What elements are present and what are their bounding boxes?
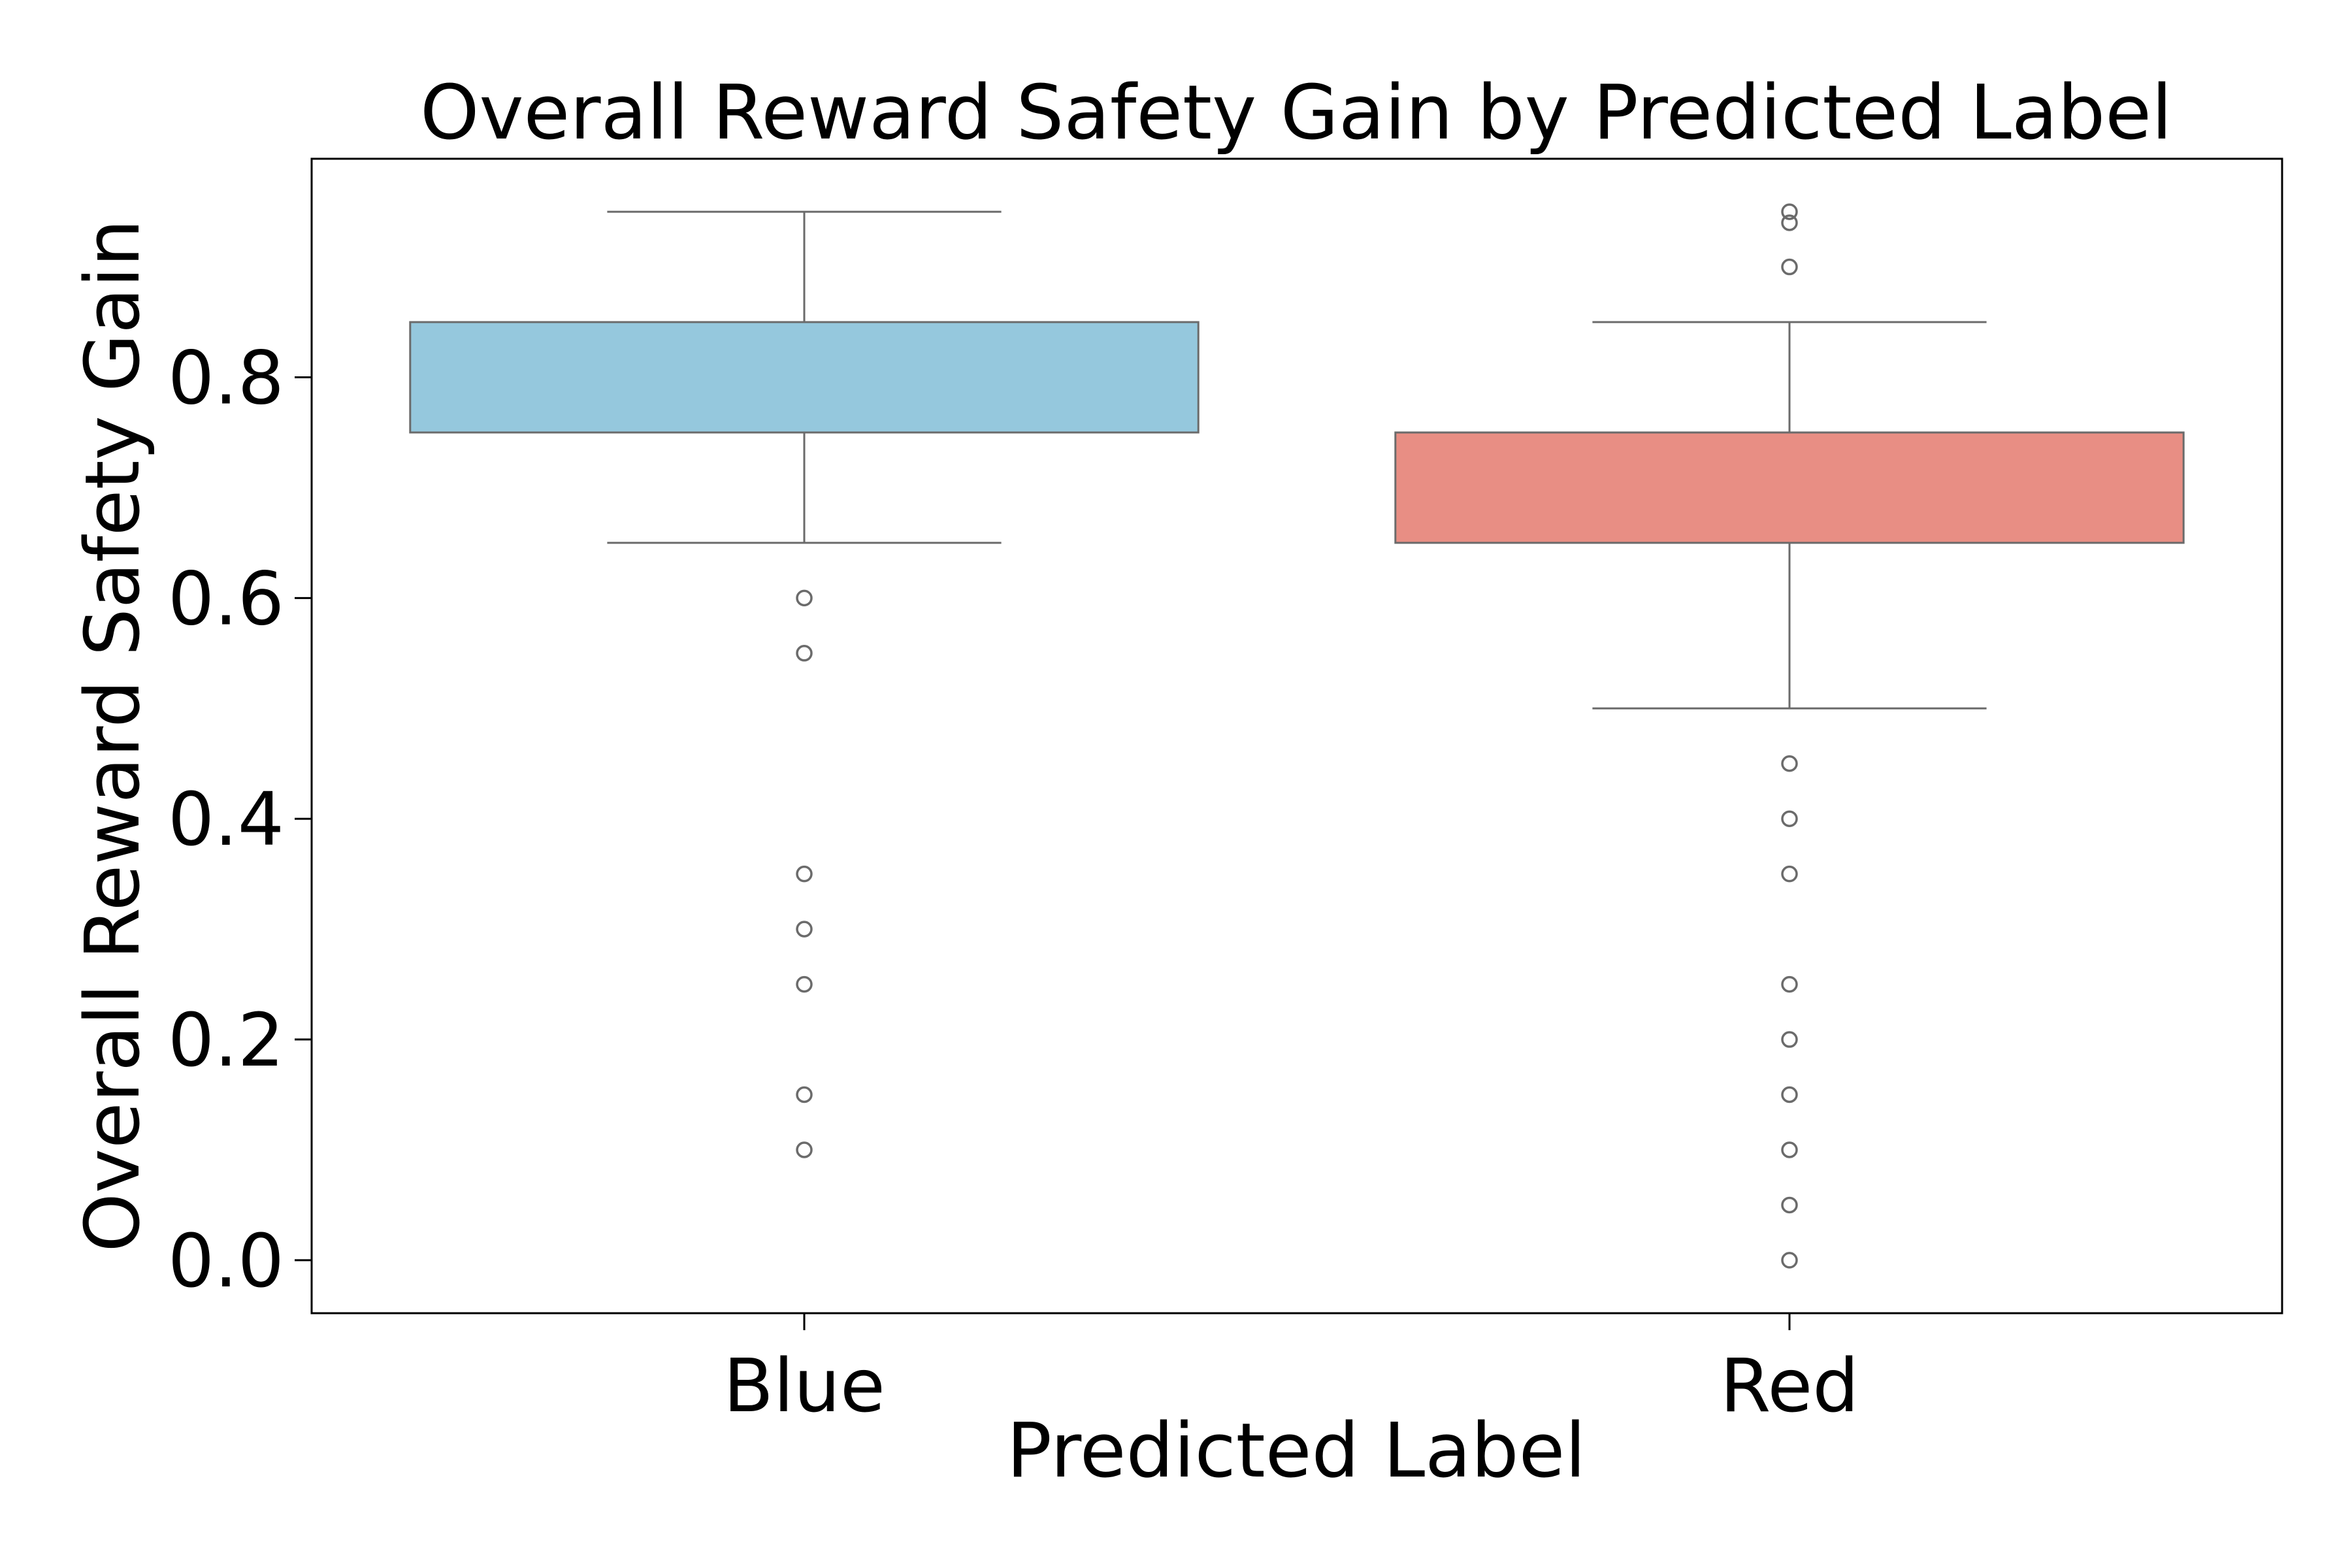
red-outlier-point [1781, 1141, 1798, 1158]
y-tick-label: 0.4 [168, 777, 284, 862]
blue-outlier-point [796, 1086, 813, 1103]
x-tick-label: Red [1720, 1344, 1859, 1429]
blue-outlier-point [796, 645, 813, 662]
x-axis: Blue Red [723, 1313, 1859, 1429]
red-outlier-point [1781, 865, 1798, 883]
red-outlier-point [1781, 1196, 1798, 1214]
red-outlier-point [1781, 1252, 1798, 1269]
red-outlier-point [1781, 755, 1798, 772]
blue-outlier-point [796, 975, 813, 993]
red-outlier-point [1781, 1031, 1798, 1048]
y-axis-label: Overall Reward Safety Gain [69, 219, 157, 1252]
red-box [1394, 431, 2185, 544]
red-outlier-point [1781, 810, 1798, 827]
blue-box [409, 321, 1200, 434]
red-outlier-point [1781, 214, 1798, 231]
y-axis: 0.0 0.2 0.4 0.6 0.8 [168, 336, 312, 1304]
outliers-layer [796, 203, 1798, 1269]
red-outlier-point [1781, 1086, 1798, 1103]
blue-outlier-point [796, 865, 813, 883]
chart-title: Overall Reward Safety Gain by Predicted … [420, 69, 2172, 157]
y-tick-label: 0.6 [168, 557, 284, 642]
y-tick-label: 0.8 [168, 336, 284, 421]
boxes-layer [409, 210, 2185, 710]
plot-frame [310, 157, 2283, 1315]
blue-outlier-point [796, 921, 813, 938]
blue-outlier-point [796, 1141, 813, 1158]
red-outlier-point [1781, 975, 1798, 993]
plot-area [310, 157, 2283, 1315]
x-axis-label: Predicted Label [1007, 1407, 1586, 1495]
y-tick-label: 0.0 [168, 1219, 284, 1304]
y-tick-label: 0.2 [168, 998, 284, 1083]
red-outlier-point [1781, 258, 1798, 276]
red-outlier-point [1781, 203, 1798, 220]
x-tick-label: Blue [723, 1344, 885, 1429]
blue-outlier-point [796, 589, 813, 607]
